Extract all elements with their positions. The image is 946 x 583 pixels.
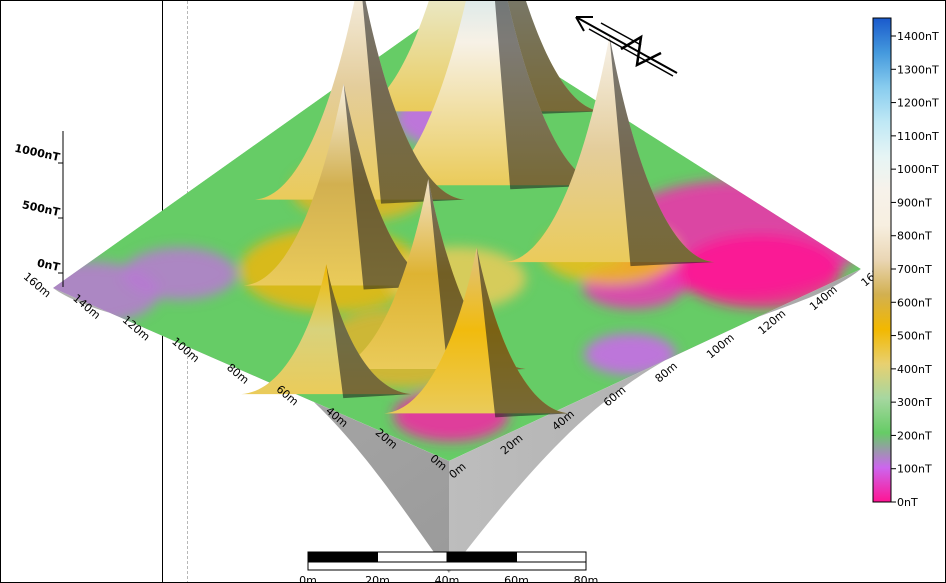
surface-peak-shadow bbox=[494, 1, 605, 190]
surface-peak-shadow bbox=[343, 83, 444, 290]
surface-wall-left bbox=[53, 288, 449, 573]
surface-peak-shadow bbox=[326, 264, 412, 399]
surface-peak-shadow bbox=[476, 247, 570, 418]
colorbar-label: 900nT bbox=[897, 196, 932, 209]
left-axis-tick-label: 160m bbox=[21, 270, 54, 300]
scale-bar: 0m 20m 40m 60m 80m bbox=[299, 551, 599, 583]
scale-bar-label: 80m bbox=[574, 574, 599, 583]
surface-walls bbox=[53, 269, 861, 573]
north-letter-n bbox=[620, 34, 662, 68]
colorbar-label: 1200nT bbox=[897, 97, 939, 110]
z-axis-tick-label: 500nT bbox=[21, 198, 62, 219]
colorbar-label: 400nT bbox=[897, 363, 932, 376]
scale-bar-segment bbox=[377, 551, 448, 563]
z-axis-tick-label: 0nT bbox=[36, 256, 62, 274]
colorbar-label: 500nT bbox=[897, 330, 932, 343]
colorbar-label: 1000nT bbox=[897, 163, 939, 176]
scale-bar-label: 40m bbox=[435, 574, 460, 583]
colorbar-label: 100nT bbox=[897, 463, 932, 476]
surface-peak-shadow bbox=[609, 36, 715, 267]
colorbar: 0nT 100nT 200nT 300nT 400nT 500nT 600nT 700nT 80… bbox=[872, 17, 939, 509]
colorbar-label: 1400nT bbox=[897, 30, 939, 43]
colorbar-label: 0nT bbox=[897, 496, 918, 509]
colorbar-ramp bbox=[872, 17, 892, 503]
scale-bar-segment bbox=[307, 551, 378, 563]
north-arrow-icon bbox=[575, 16, 678, 77]
colorbar-label: 800nT bbox=[897, 230, 932, 243]
colorbar-label: 1100nT bbox=[897, 130, 939, 143]
scale-bar-label: 60m bbox=[504, 574, 529, 583]
scale-bar-label: 0m bbox=[299, 574, 317, 583]
scale-bar-segment bbox=[446, 551, 517, 563]
surface-peak bbox=[330, 178, 526, 369]
surface-peak bbox=[255, 1, 465, 200]
surface-peak-shadow bbox=[428, 178, 526, 373]
colorbar-label: 700nT bbox=[897, 263, 932, 276]
surface-peaks bbox=[241, 1, 715, 418]
surface-peak-shadow bbox=[362, 1, 465, 204]
scale-bar-label: 20m bbox=[365, 574, 390, 583]
colorbar-label: 600nT bbox=[897, 296, 932, 309]
colorbar-label: 1300nT bbox=[897, 63, 939, 76]
surface-patch bbox=[122, 247, 238, 300]
surface-peak bbox=[243, 83, 444, 286]
surface-peak bbox=[504, 36, 715, 263]
colorbar-label: 300nT bbox=[897, 396, 932, 409]
z-axis-tick-label: 1000nT bbox=[13, 142, 61, 164]
scale-bar-base bbox=[307, 561, 587, 571]
surface-peak bbox=[241, 264, 412, 395]
surface-patch bbox=[679, 234, 841, 309]
scale-bar-segment bbox=[516, 551, 587, 563]
surface-patch bbox=[584, 333, 677, 376]
surface-peak bbox=[384, 247, 570, 414]
z-axis: 0nT 500nT 1000nT bbox=[13, 131, 64, 287]
colorbar-label: 200nT bbox=[897, 429, 932, 442]
